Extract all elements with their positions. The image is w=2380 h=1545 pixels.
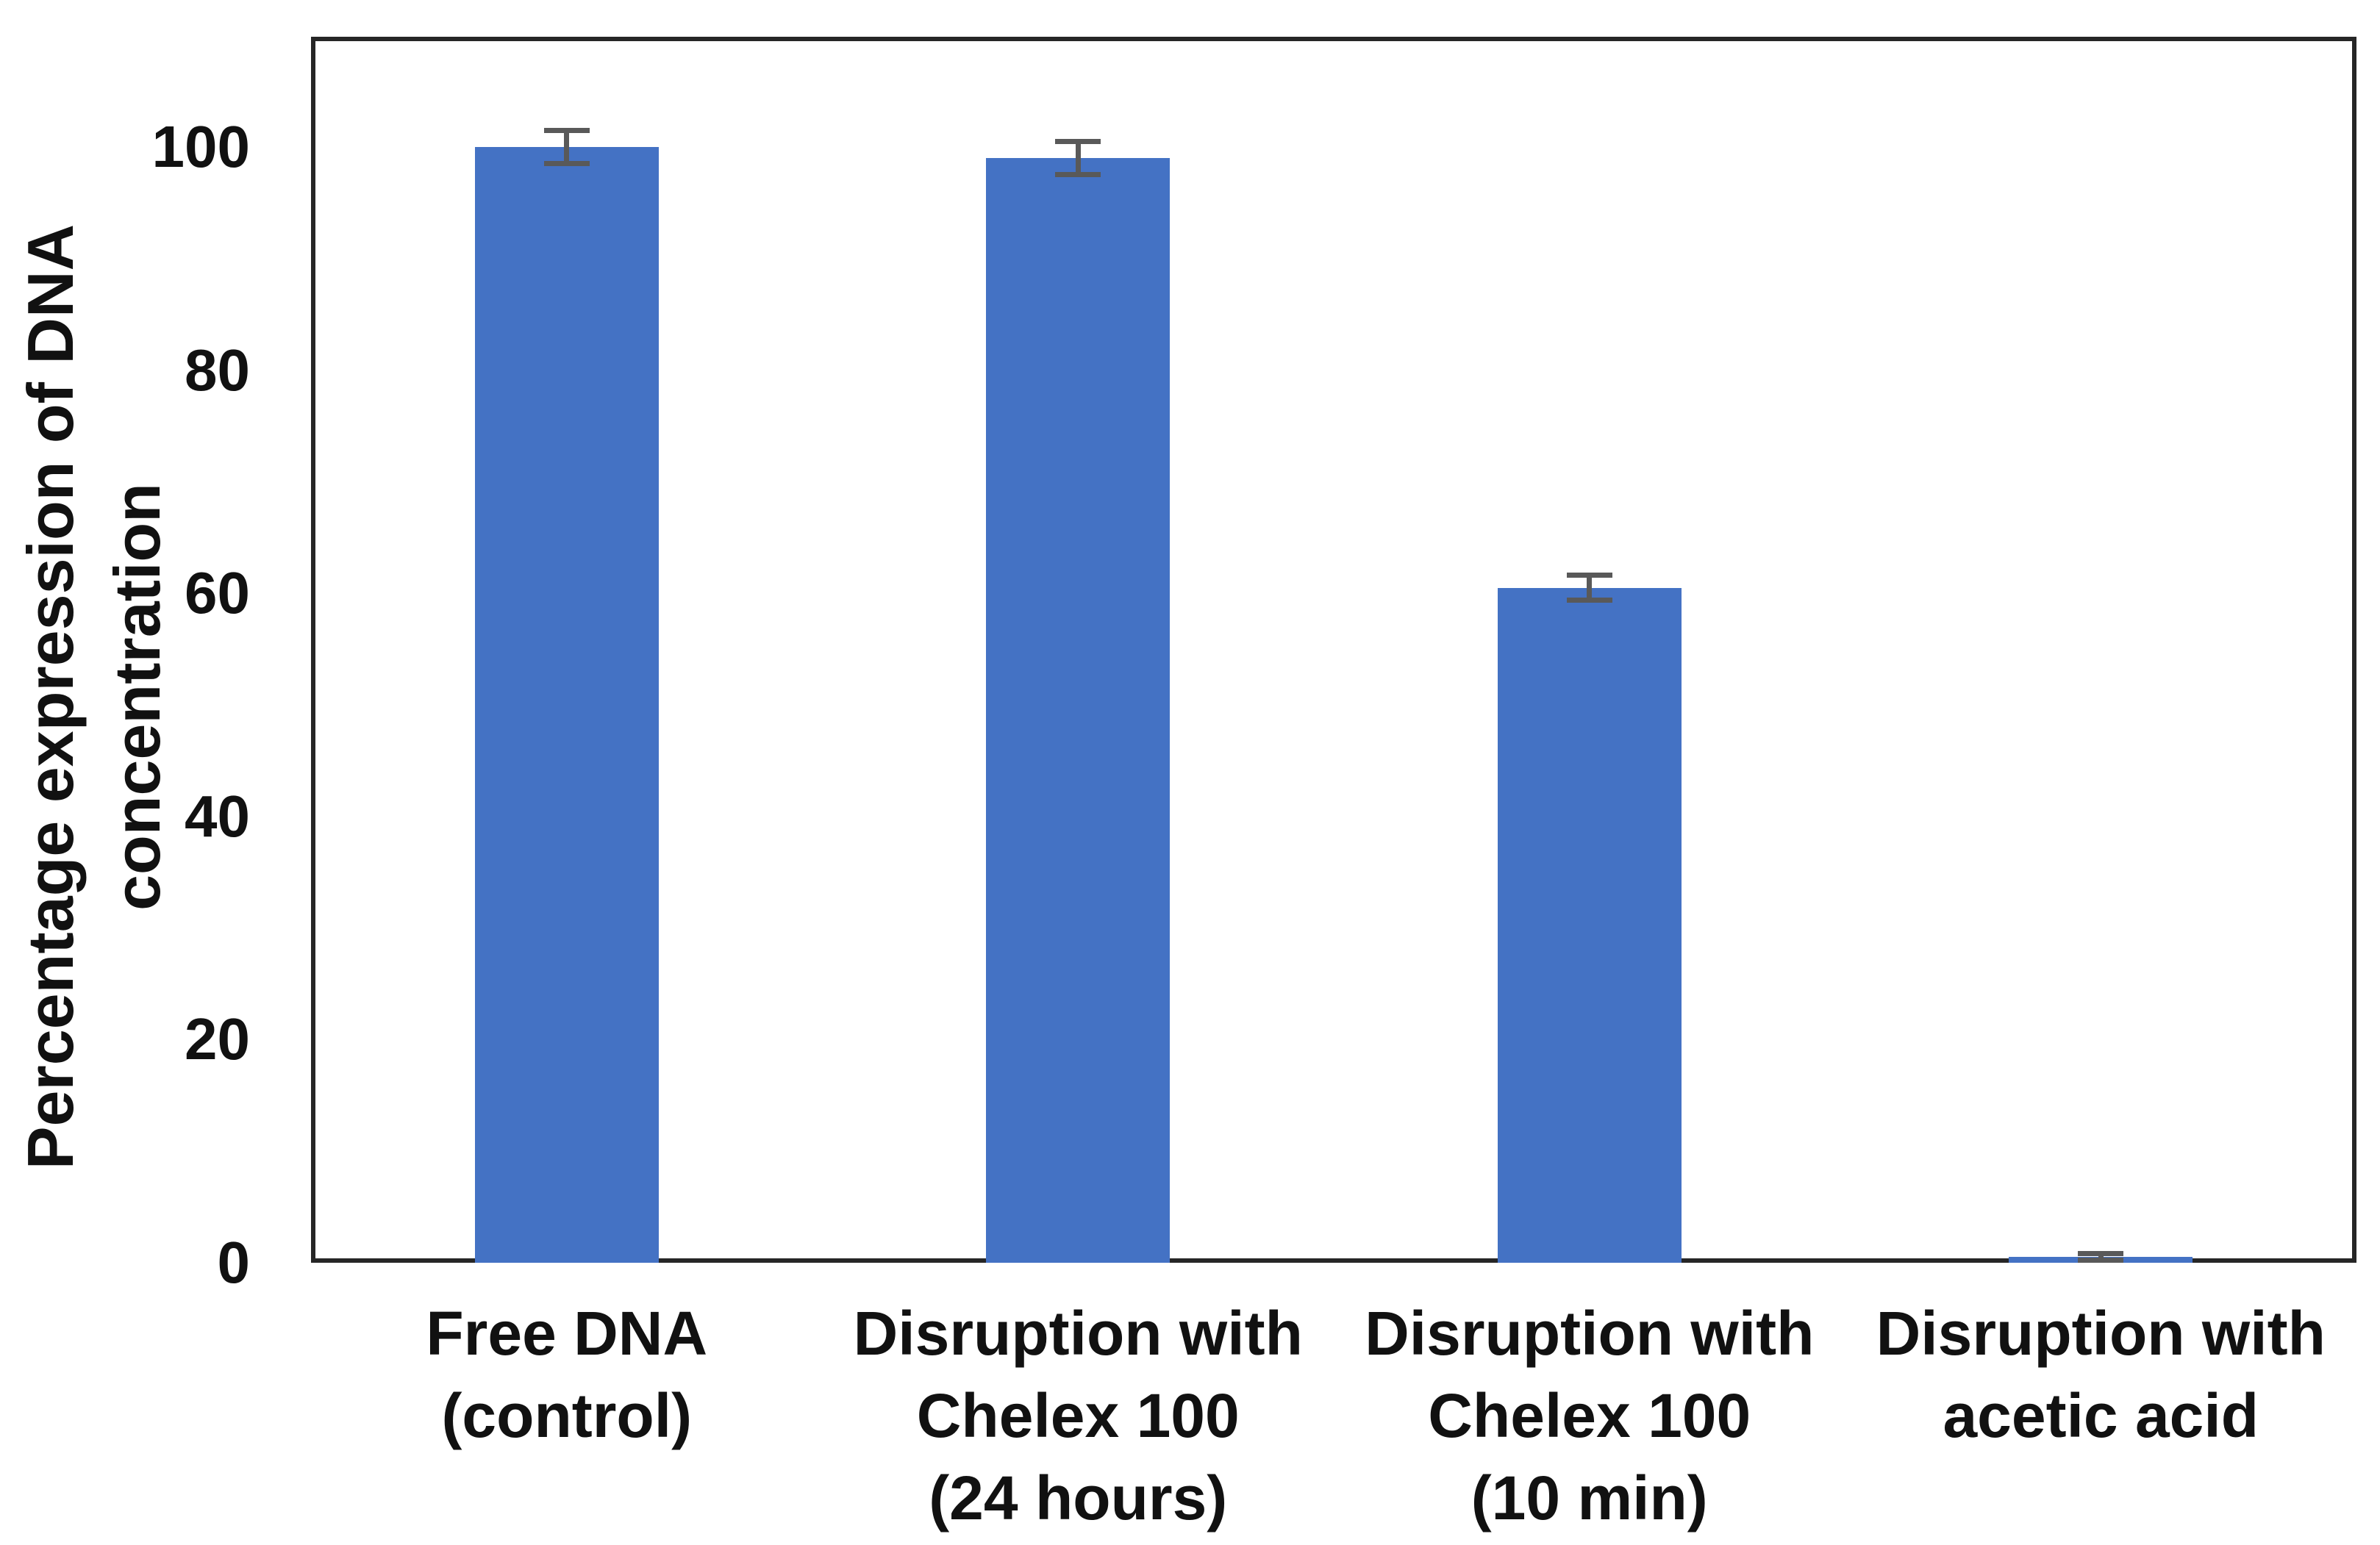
error-bar-cap-bottom — [1566, 597, 1612, 603]
y-axis-tick-label: 20 — [185, 1006, 250, 1072]
y-axis-tick-label: 80 — [185, 337, 250, 403]
error-bar-line — [2098, 1253, 2104, 1261]
category-label-line: Chelex 100 — [916, 1381, 1240, 1450]
y-axis-tick-label: 0 — [217, 1230, 251, 1295]
error-bar-cap-bottom — [2078, 1258, 2124, 1263]
category-label: Disruption with acetic acid — [1876, 1292, 2326, 1457]
y-axis-title: Percentage expression of DNA concentrati… — [7, 224, 181, 1169]
bar — [474, 147, 659, 1263]
error-bar-cap-top — [1055, 138, 1101, 144]
error-bar-line — [1587, 575, 1593, 601]
error-bar-cap-top — [1566, 573, 1612, 578]
category-label-line: (10 min) — [1470, 1463, 1708, 1533]
category-label-line: acetic acid — [1943, 1381, 2259, 1450]
error-bar-line — [1075, 141, 1081, 175]
y-axis-tick-label: 100 — [151, 114, 250, 179]
category-label: Disruption with Chelex 100 (10 min) — [1365, 1292, 1814, 1539]
category-label-line: Free DNA — [426, 1299, 708, 1368]
category-label: Disruption with Chelex 100 (24 hours) — [854, 1292, 1303, 1539]
bar — [986, 158, 1171, 1263]
error-bar-cap-top — [2078, 1251, 2124, 1257]
error-bar-cap-bottom — [543, 161, 590, 167]
category-label-line: Disruption with — [1365, 1299, 1815, 1368]
category-label: Free DNA (control) — [426, 1292, 707, 1457]
error-bar-line — [564, 130, 570, 164]
error-bar-cap-bottom — [1055, 172, 1101, 178]
y-axis-tick-label: 60 — [185, 560, 250, 626]
y-axis-title-line1: Percentage expression of DNA — [14, 223, 87, 1170]
category-label-line: Disruption with — [853, 1299, 1303, 1368]
error-bar-cap-top — [543, 127, 590, 133]
category-label-line: (24 hours) — [929, 1463, 1228, 1533]
category-label-line: Chelex 100 — [1428, 1381, 1751, 1450]
y-axis-title-line2: concentration — [101, 483, 174, 911]
category-label-line: Disruption with — [1876, 1299, 2326, 1368]
category-label-line: (control) — [441, 1381, 693, 1450]
y-axis-tick-label: 40 — [185, 783, 250, 849]
bar — [1497, 587, 1682, 1263]
